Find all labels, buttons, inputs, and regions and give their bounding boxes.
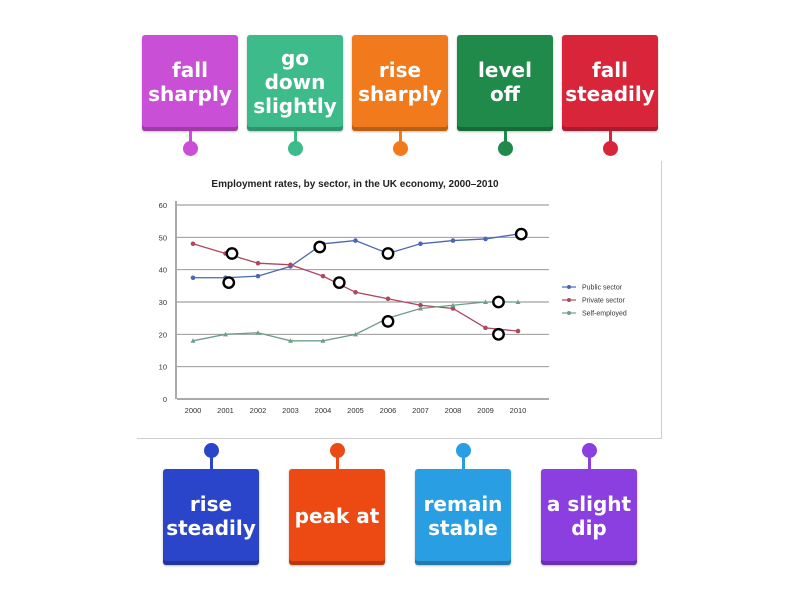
- y-tick-label: 0: [163, 395, 167, 404]
- tile-connector: [210, 452, 213, 470]
- chart-svg: Employment rates, by sector, in the UK e…: [159, 179, 627, 415]
- data-point: [515, 328, 521, 334]
- data-point: [255, 260, 261, 266]
- tile-pin-dot[interactable]: [183, 141, 198, 156]
- drop-target-marker[interactable]: [492, 327, 505, 341]
- y-tick-label: 60: [159, 201, 167, 210]
- data-point: [353, 331, 358, 337]
- tile-pin-dot[interactable]: [456, 443, 471, 458]
- tile-connector: [609, 131, 612, 143]
- y-tick-label: 50: [159, 233, 167, 242]
- legend-label: Self-employed: [582, 311, 627, 318]
- y-tick-label: 20: [159, 330, 167, 339]
- tile-connector: [504, 131, 507, 143]
- drop-target-marker[interactable]: [222, 276, 236, 290]
- x-tick-label: 2005: [347, 406, 364, 415]
- tile-connector: [189, 131, 192, 143]
- data-point: [255, 273, 261, 279]
- series-line-private-sector: [192, 243, 519, 332]
- legend-label: Private sector: [582, 298, 625, 305]
- x-tick-label: 2004: [315, 406, 332, 415]
- tile-pin-dot[interactable]: [498, 141, 513, 156]
- data-point: [515, 299, 521, 304]
- data-point: [288, 262, 293, 268]
- x-tick-label: 2001: [217, 406, 234, 415]
- drop-target-marker[interactable]: [514, 227, 528, 241]
- data-point: [450, 238, 456, 243]
- data-point: [418, 302, 423, 308]
- drop-target-marker[interactable]: [381, 247, 395, 260]
- drop-target-marker[interactable]: [332, 276, 346, 290]
- tile-connector: [294, 131, 297, 143]
- tile-pin-dot[interactable]: [393, 141, 408, 156]
- data-point: [190, 338, 196, 343]
- tile-pin-dot[interactable]: [204, 443, 219, 458]
- data-point: [353, 238, 358, 243]
- answer-tile-peak-at[interactable]: peak at: [289, 469, 385, 565]
- x-tick-label: 2006: [380, 406, 397, 415]
- tile-connector: [588, 452, 591, 470]
- x-tick-label: 2007: [412, 406, 429, 415]
- tile-connector: [336, 452, 339, 470]
- drop-target-marker[interactable]: [492, 295, 505, 309]
- data-point: [320, 338, 326, 343]
- tile-connector: [462, 452, 465, 470]
- answer-tile-go-down-slightly[interactable]: go down slightly: [247, 35, 343, 131]
- tile-pin-dot[interactable]: [288, 141, 303, 156]
- legend-marker: [567, 298, 571, 302]
- y-tick-label: 10: [159, 363, 167, 372]
- answer-tile-fall-sharply[interactable]: fall sharply: [142, 35, 238, 131]
- drop-target-marker[interactable]: [225, 247, 239, 260]
- y-tick-label: 40: [159, 266, 167, 275]
- answer-tile-remain-stable[interactable]: remain stable: [415, 469, 511, 565]
- y-tick-label: 30: [159, 298, 167, 307]
- employment-chart: Employment rates, by sector, in the UK e…: [137, 161, 662, 439]
- drop-target-marker[interactable]: [313, 240, 327, 254]
- tile-pin-dot[interactable]: [582, 443, 597, 458]
- data-point: [255, 330, 261, 335]
- answer-tile-rise-steadily[interactable]: rise steadily: [163, 469, 259, 565]
- data-point: [450, 302, 456, 308]
- chart-title: Employment rates, by sector, in the UK e…: [211, 179, 499, 190]
- answer-tile-fall-steadily[interactable]: fall steadily: [562, 35, 658, 131]
- x-tick-label: 2009: [477, 406, 494, 415]
- data-point: [483, 299, 488, 304]
- tile-pin-dot[interactable]: [330, 443, 345, 458]
- x-tick-label: 2010: [510, 406, 527, 415]
- tile-pin-dot[interactable]: [603, 141, 618, 156]
- answer-tile-level-off[interactable]: level off: [457, 35, 553, 131]
- legend-marker: [567, 285, 571, 289]
- data-point: [450, 306, 456, 311]
- x-tick-label: 2002: [250, 406, 267, 415]
- drop-target-marker[interactable]: [381, 314, 395, 328]
- data-point: [353, 290, 358, 295]
- x-tick-label: 2008: [445, 406, 462, 415]
- data-point: [190, 241, 196, 247]
- x-tick-label: 2003: [282, 406, 299, 415]
- data-point: [418, 241, 423, 247]
- legend-marker: [567, 311, 571, 315]
- data-point: [320, 273, 326, 279]
- tile-connector: [399, 131, 402, 143]
- data-point: [190, 275, 196, 281]
- data-point: [418, 305, 423, 311]
- data-point: [385, 296, 391, 302]
- legend-label: Public sector: [582, 285, 623, 292]
- answer-tile-a-slight-dip[interactable]: a slight dip: [541, 469, 637, 565]
- x-tick-label: 2000: [185, 406, 202, 415]
- answer-tile-rise-sharply[interactable]: rise sharply: [352, 35, 448, 131]
- data-point: [223, 331, 228, 337]
- data-point: [483, 325, 488, 331]
- data-point: [483, 236, 488, 242]
- data-point: [288, 338, 293, 343]
